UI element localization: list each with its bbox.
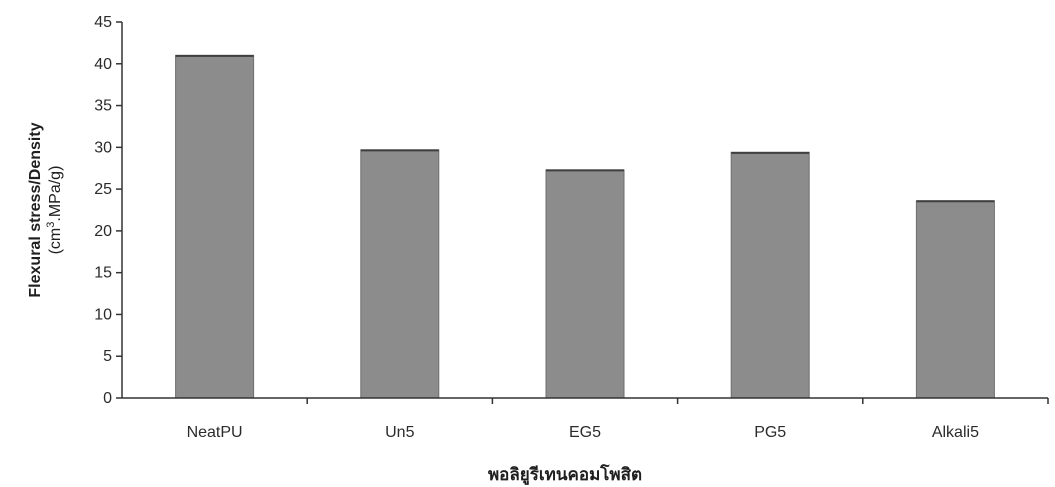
y-tick-label: 40	[94, 56, 112, 73]
bar-alkali5	[915, 200, 995, 399]
y-tick-label: 20	[94, 223, 112, 240]
y-tick-label: 5	[103, 348, 112, 365]
x-tick-label: Alkali5	[932, 424, 979, 441]
y-tick-label: 35	[94, 98, 112, 115]
x-ticks-group: NeatPU Un5 EG5 PG5 Alkali5	[187, 398, 1049, 441]
x-axis-title: พอลิยูรีเทนคอมโพสิต	[488, 464, 642, 486]
x-tick-label: NeatPU	[187, 424, 243, 441]
x-tick-label: EG5	[569, 424, 601, 441]
y-axis-title-line1: Flexural stress/Density	[27, 122, 44, 297]
y-tick-label: 25	[94, 181, 112, 198]
x-tick-label: PG5	[754, 424, 786, 441]
x-tick-label: Un5	[385, 424, 414, 441]
y-tick-label: 0	[103, 390, 112, 407]
y-tick-label: 45	[94, 14, 112, 31]
axes-group	[121, 22, 1048, 399]
y-tick-label: 10	[94, 306, 112, 323]
y-axis-unit-suffix: .MPa/g)	[47, 166, 64, 222]
y-tick-label: 15	[94, 265, 112, 282]
bar-pg5	[730, 151, 810, 399]
y-tick-label: 30	[94, 139, 112, 156]
y-axis-title: Flexural stress/Density (cm3.MPa/g)	[27, 122, 64, 297]
y-axis-unit-prefix: (cm	[47, 228, 64, 255]
y-axis-title-line2: (cm3.MPa/g)	[45, 166, 64, 255]
bar-neatpu	[175, 54, 255, 399]
bars-group	[175, 54, 995, 399]
y-ticks-group: 0 5 10 15 20 25 30 35 40 45	[94, 14, 122, 407]
bar-eg5	[545, 169, 625, 399]
y-axis-unit-superscript: 3	[45, 222, 57, 228]
bar-un5	[360, 149, 440, 399]
